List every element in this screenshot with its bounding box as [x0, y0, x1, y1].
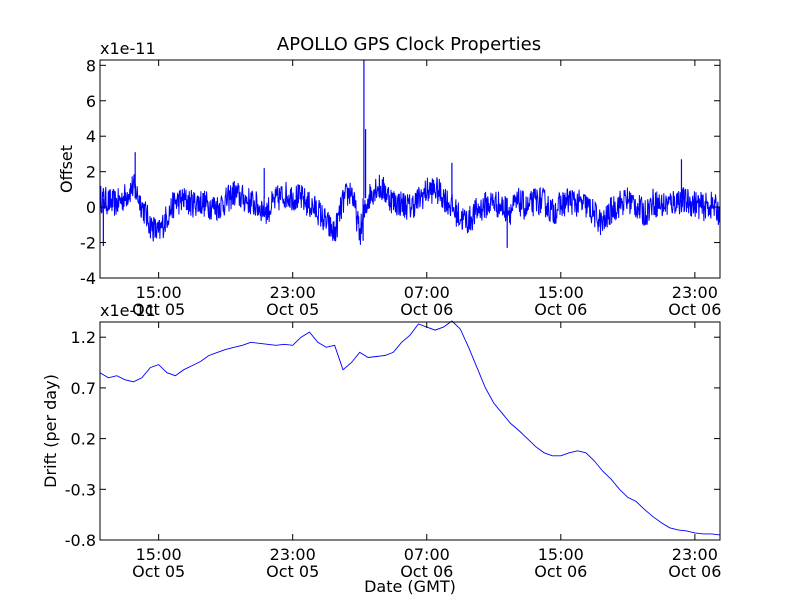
axes-frame	[99, 59, 721, 279]
axes-frame	[99, 321, 721, 541]
x-tick-label-time: 07:00	[404, 283, 450, 302]
y-axis-label: Drift (per day)	[41, 374, 60, 488]
x-tick-label-time: 23:00	[270, 545, 316, 564]
x-axis-label: Date (GMT)	[364, 577, 456, 596]
x-tick-label-time: 23:00	[672, 283, 718, 302]
y-tick-label: 6	[86, 92, 96, 111]
y-tick-label: 4	[86, 127, 96, 146]
x-tick-label-date: Oct 05	[266, 300, 319, 319]
scale-note: x1e-11	[100, 301, 156, 320]
y-tick-label: -0.8	[65, 531, 96, 550]
x-tick-label-time: 15:00	[136, 283, 182, 302]
x-tick-label-time: 15:00	[538, 545, 584, 564]
y-tick-label: 8	[86, 56, 96, 75]
x-tick-label-time: 23:00	[672, 545, 718, 564]
y-tick-label: -4	[80, 269, 96, 288]
y-tick-label: 0.2	[71, 430, 96, 449]
x-tick-label-time: 23:00	[270, 283, 316, 302]
x-tick-label-time: 15:00	[136, 545, 182, 564]
x-tick-label-date: Oct 05	[132, 300, 185, 319]
y-tick-label: -2	[80, 234, 96, 253]
x-tick-label-date: Oct 06	[400, 300, 453, 319]
y-tick-label: 0	[86, 198, 96, 217]
offset-series-line	[99, 173, 721, 245]
x-tick-label-date: Oct 06	[668, 300, 721, 319]
x-tick-label-date: Oct 06	[668, 562, 721, 581]
y-tick-label: 2	[86, 163, 96, 182]
drift-series-line	[99, 320, 721, 536]
y-tick-label: 0.7	[71, 379, 96, 398]
x-tick-label-time: 15:00	[538, 283, 584, 302]
y-tick-label: -0.3	[65, 480, 96, 499]
x-tick-label-time: 07:00	[404, 545, 450, 564]
y-tick-label: 1.2	[71, 328, 96, 347]
y-axis-label: Offset	[57, 145, 76, 193]
x-tick-label-date: Oct 05	[266, 562, 319, 581]
x-tick-label-date: Oct 06	[534, 300, 587, 319]
figure-title: APOLLO GPS Clock Properties	[277, 34, 541, 55]
x-tick-label-date: Oct 06	[400, 562, 453, 581]
scale-note: x1e-11	[100, 39, 156, 58]
x-tick-label-date: Oct 06	[534, 562, 587, 581]
x-tick-label-date: Oct 05	[132, 562, 185, 581]
